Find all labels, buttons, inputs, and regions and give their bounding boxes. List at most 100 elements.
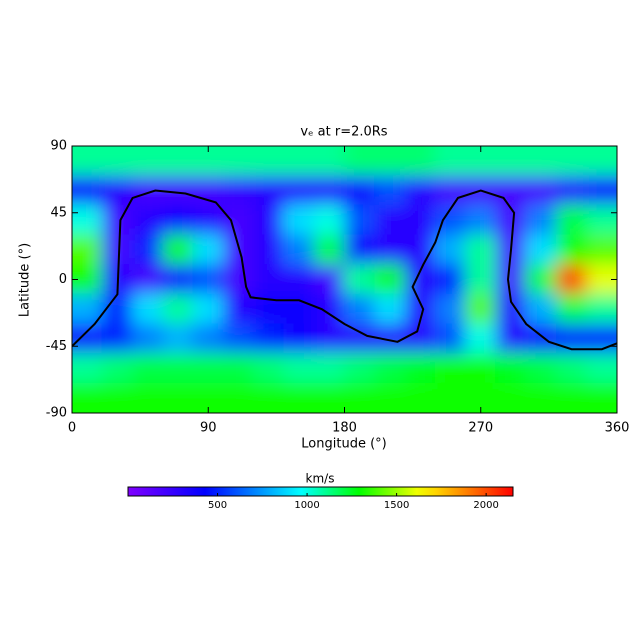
heatmap-cell bbox=[404, 146, 436, 177]
heatmap-cell bbox=[101, 175, 134, 206]
heatmap-cells bbox=[72, 146, 617, 413]
y-tick-label: 90 bbox=[50, 139, 67, 154]
heatmap-cell bbox=[313, 234, 345, 266]
heatmap-cell bbox=[101, 353, 134, 384]
heatmap-cell bbox=[222, 204, 255, 236]
heatmap-cell bbox=[283, 264, 315, 295]
heatmap-cell bbox=[434, 293, 467, 325]
heatmap-cell bbox=[434, 382, 467, 413]
heatmap-cell bbox=[404, 382, 436, 413]
heatmap-cell bbox=[253, 382, 285, 413]
heatmap-cell bbox=[283, 146, 315, 177]
heatmap-cell bbox=[555, 264, 588, 295]
heatmap-cell bbox=[495, 353, 527, 384]
heatmap-cell bbox=[586, 293, 617, 325]
heatmap-cell bbox=[313, 382, 345, 413]
heatmap-cell bbox=[465, 264, 497, 295]
x-tick-label: 180 bbox=[332, 421, 357, 436]
heatmap-cell bbox=[283, 323, 315, 355]
heatmap-cell bbox=[132, 353, 164, 384]
heatmap-cell bbox=[253, 146, 285, 177]
heatmap-cell bbox=[313, 175, 345, 206]
heatmap-cell bbox=[495, 175, 527, 206]
heatmap-cell bbox=[313, 353, 345, 384]
heatmap-cell bbox=[72, 382, 103, 413]
overlay: 0 90 180 270 360 -90 -45 0 45 90 500 1000 1500 2000 bbox=[46, 139, 630, 512]
y-tick-label: 0 bbox=[59, 272, 67, 287]
heatmap-cell bbox=[525, 264, 557, 295]
heatmap-cell bbox=[132, 323, 164, 355]
y-tick-label: -90 bbox=[46, 406, 67, 421]
colorbar-label: km/s bbox=[306, 472, 335, 486]
heatmap-cell bbox=[132, 234, 164, 266]
heatmap-cell bbox=[525, 293, 557, 325]
heatmap-cell bbox=[72, 175, 103, 206]
heatmap-cell bbox=[555, 234, 588, 266]
heatmap-cell bbox=[374, 234, 406, 266]
heatmap-cell bbox=[465, 353, 497, 384]
heatmap-cell bbox=[465, 293, 497, 325]
heatmap-cell bbox=[132, 204, 164, 236]
heatmap-cell bbox=[434, 353, 467, 384]
heatmap-cell bbox=[132, 382, 164, 413]
heatmap-cell bbox=[586, 146, 617, 177]
x-axis-label: Longitude (°) bbox=[301, 437, 386, 452]
heatmap-cell bbox=[344, 146, 376, 177]
heatmap-cell bbox=[101, 234, 134, 266]
heatmap-cell bbox=[192, 293, 224, 325]
heatmap-cell bbox=[344, 293, 376, 325]
heatmap-cell bbox=[253, 234, 285, 266]
heatmap-cell bbox=[525, 353, 557, 384]
y-tick-label: -45 bbox=[46, 339, 67, 354]
heatmap-cell bbox=[162, 146, 194, 177]
heatmap-cell bbox=[495, 382, 527, 413]
heatmap-cell bbox=[253, 264, 285, 295]
heatmap-cell bbox=[222, 264, 255, 295]
colorbar-tick-label: 1500 bbox=[384, 500, 409, 511]
heatmap-cell bbox=[162, 382, 194, 413]
heatmap-cell bbox=[162, 204, 194, 236]
heatmap-cell bbox=[132, 146, 164, 177]
colorbar-tick-label: 2000 bbox=[473, 500, 498, 511]
heatmap-cell bbox=[465, 204, 497, 236]
heatmap-cell bbox=[132, 264, 164, 295]
heatmap-cell bbox=[495, 264, 527, 295]
heatmap-cell bbox=[283, 234, 315, 266]
heatmap-cell bbox=[222, 382, 255, 413]
heatmap-cell bbox=[555, 175, 588, 206]
heatmap-cell bbox=[495, 323, 527, 355]
heatmap-cell bbox=[525, 382, 557, 413]
heatmap-cell bbox=[344, 382, 376, 413]
heatmap-cell bbox=[162, 293, 194, 325]
heatmap-cell bbox=[525, 204, 557, 236]
heatmap-cell bbox=[283, 382, 315, 413]
heatmap-cell bbox=[374, 204, 406, 236]
heatmap-cell bbox=[555, 353, 588, 384]
heatmap-cell bbox=[253, 323, 285, 355]
heatmap-cell bbox=[101, 323, 134, 355]
heatmap-cell bbox=[434, 234, 467, 266]
heatmap-cell bbox=[586, 204, 617, 236]
y-axis-label: Latitude (°) bbox=[18, 243, 33, 317]
heatmap-cell bbox=[101, 146, 134, 177]
heatmap-cell bbox=[101, 204, 134, 236]
heatmap-cell bbox=[72, 323, 103, 355]
colorbar-tick-label: 1000 bbox=[294, 500, 319, 511]
heatmap-cell bbox=[192, 175, 224, 206]
heatmap-cell bbox=[192, 264, 224, 295]
heatmap-cell bbox=[344, 323, 376, 355]
heatmap bbox=[72, 146, 617, 413]
heatmap-cell bbox=[374, 146, 406, 177]
heatmap-cell bbox=[555, 204, 588, 236]
heatmap-cell bbox=[404, 323, 436, 355]
x-tick-label: 270 bbox=[468, 421, 493, 436]
heatmap-cell bbox=[222, 323, 255, 355]
heatmap-cell bbox=[434, 264, 467, 295]
heatmap-cell bbox=[434, 175, 467, 206]
heatmap-cell bbox=[162, 264, 194, 295]
colorbar-tick-label: 500 bbox=[208, 500, 227, 511]
heatmap-cell bbox=[404, 175, 436, 206]
heatmap-cell bbox=[72, 204, 103, 236]
heatmap-cell bbox=[344, 175, 376, 206]
